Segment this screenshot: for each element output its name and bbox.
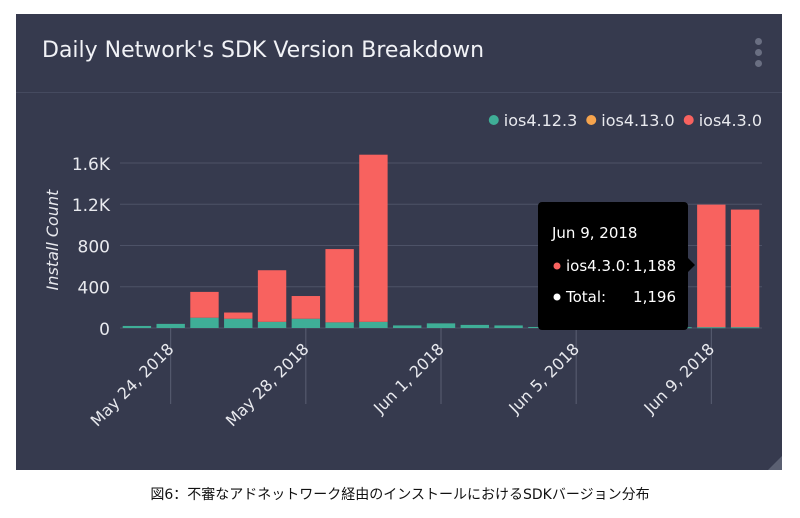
- bar-segment: [697, 204, 726, 328]
- bar-segment: [291, 318, 321, 328]
- tooltip-date: Jun 9, 2018: [551, 224, 637, 242]
- tooltip-box: [538, 202, 688, 330]
- bar-segment: [494, 325, 523, 328]
- widget-header: Daily Network's SDK Version Breakdown: [16, 14, 782, 93]
- tooltip-total-dot: [553, 293, 561, 301]
- bar-segment: [257, 321, 287, 328]
- bar-segment: [291, 296, 321, 319]
- x-tick-label: Jun 1, 2018: [369, 339, 448, 418]
- x-tick-label: Jun 5, 2018: [504, 339, 583, 418]
- bar-segment: [359, 321, 388, 328]
- kebab-dot: [755, 38, 762, 45]
- bar-segment: [224, 318, 253, 328]
- legend-swatch: [683, 115, 694, 125]
- kebab-dot: [755, 49, 762, 56]
- y-tick-label: 800: [78, 237, 110, 257]
- kebab-dot: [755, 60, 762, 67]
- y-axis-label: Install Count: [43, 189, 62, 290]
- x-tick-label: May 28, 2018: [222, 339, 313, 430]
- x-tick-label: May 24, 2018: [87, 339, 178, 430]
- x-tick-label: Jun 9, 2018: [640, 339, 719, 418]
- legend-label: ios4.12.3: [504, 111, 577, 130]
- bar-segment: [697, 327, 726, 329]
- tooltip-pointer: [688, 258, 695, 272]
- y-tick-label: 400: [78, 279, 110, 299]
- bar-segment: [257, 270, 287, 322]
- figure-caption: 図6：不審なアドネットワーク経由のインストールにおけるSDKバージョン分布: [150, 487, 650, 503]
- bar-segment: [325, 249, 354, 323]
- kebab-menu-icon[interactable]: [754, 38, 764, 74]
- bar-segment: [190, 317, 219, 328]
- y-tick-label: 0: [99, 320, 110, 340]
- bar-segment: [122, 325, 152, 328]
- bar-segment: [325, 322, 354, 328]
- bar-segment: [224, 312, 253, 319]
- legend-swatch: [586, 115, 597, 125]
- y-tick-label: 1.2K: [72, 196, 111, 216]
- tooltip-series-value: 1,188: [633, 257, 676, 275]
- tooltip-total-label: Total:: [565, 288, 606, 306]
- bar-segment: [359, 154, 388, 322]
- widget-title: Daily Network's SDK Version Breakdown: [42, 38, 485, 63]
- y-tick-label: 1.6K: [72, 155, 111, 175]
- legend-label: ios4.3.0: [699, 111, 762, 130]
- bar-segment: [190, 291, 219, 318]
- bar-segment: [730, 327, 760, 329]
- bar-segment: [426, 323, 456, 328]
- stacked-bar-chart: 0 400 800 1.2K 1.6K Install Count May 24, 2018…: [43, 111, 762, 430]
- resize-handle[interactable]: [768, 456, 782, 470]
- tooltip-series-label: ios4.3.0:: [566, 257, 630, 275]
- bar-segment: [460, 324, 489, 328]
- chart-widget: Daily Network's SDK Version Breakdown 0 4…: [16, 14, 782, 470]
- legend-label: ios4.13.0: [601, 111, 674, 130]
- legend-swatch: [488, 115, 499, 125]
- tooltip-series-dot: [553, 262, 561, 270]
- bar-segment: [156, 323, 185, 328]
- bar-segment: [393, 325, 422, 328]
- bar-segment: [730, 209, 760, 328]
- tooltip-total-value: 1,196: [633, 288, 676, 306]
